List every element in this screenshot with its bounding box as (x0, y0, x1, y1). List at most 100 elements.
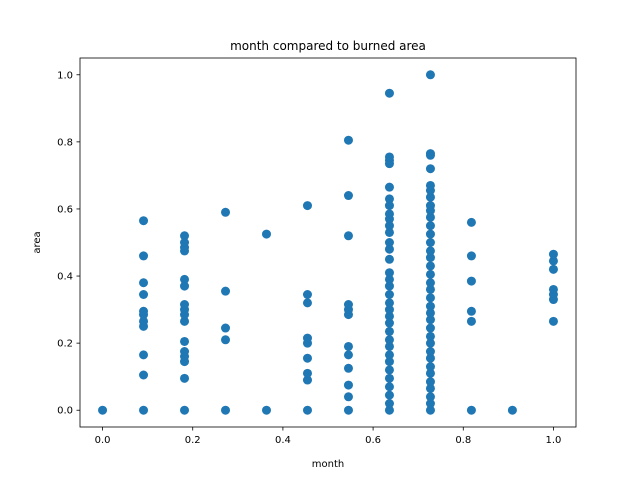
data-point (302, 333, 312, 343)
data-point (98, 405, 108, 415)
data-point (221, 286, 231, 296)
data-point (548, 256, 558, 266)
data-point (343, 380, 353, 390)
data-point (384, 201, 394, 211)
data-point (343, 350, 353, 360)
data-point (425, 347, 435, 357)
data-point (302, 353, 312, 363)
data-point (384, 268, 394, 278)
data-point (425, 212, 435, 222)
data-point (466, 306, 476, 316)
data-point (425, 293, 435, 303)
data-point (466, 405, 476, 415)
data-point (425, 246, 435, 256)
x-tick-label: 0.8 (455, 435, 471, 446)
x-tick-label: 0.2 (185, 435, 201, 446)
data-point (180, 373, 190, 383)
data-point (425, 399, 435, 409)
data-point (425, 301, 435, 311)
data-point (425, 368, 435, 378)
data-point (425, 315, 435, 325)
data-point (425, 149, 435, 159)
data-point (425, 377, 435, 387)
data-point (548, 249, 558, 259)
data-point (180, 347, 190, 357)
data-point (343, 363, 353, 373)
y-axis-ticks: 0.0 0.2 0.4 0.6 0.8 1.0 (57, 70, 80, 417)
data-point (384, 341, 394, 351)
x-tick-label: 0.4 (275, 435, 291, 446)
data-point (139, 316, 149, 326)
data-point (343, 300, 353, 310)
y-tick-label: 0.2 (57, 339, 73, 350)
data-point (384, 88, 394, 98)
data-point (384, 298, 394, 308)
data-point (425, 261, 435, 271)
data-point (343, 392, 353, 402)
y-tick-label: 0.0 (57, 406, 73, 417)
data-point (302, 298, 312, 308)
data-point (302, 201, 312, 211)
data-point (548, 264, 558, 274)
data-point (221, 323, 231, 333)
y-tick-label: 0.8 (57, 137, 73, 148)
data-points (98, 70, 558, 415)
data-point (262, 405, 271, 415)
data-point (384, 221, 394, 231)
data-point (139, 370, 149, 380)
data-point (221, 335, 231, 345)
data-point (466, 316, 476, 326)
data-point (425, 392, 435, 402)
data-point (139, 290, 149, 299)
data-point (180, 405, 190, 415)
data-point (425, 269, 435, 279)
data-point (384, 194, 394, 204)
data-point (425, 284, 435, 294)
data-point (384, 305, 394, 315)
data-point (425, 70, 435, 80)
data-point (384, 373, 394, 383)
data-point (425, 164, 435, 174)
data-point (180, 316, 190, 326)
data-point (384, 182, 394, 192)
data-point (262, 229, 271, 239)
data-point (343, 191, 353, 201)
data-point (425, 383, 435, 393)
data-point (548, 316, 558, 326)
data-point (384, 274, 394, 284)
data-point (425, 201, 435, 211)
data-point (425, 238, 435, 247)
data-point (180, 300, 190, 310)
data-point (507, 405, 517, 415)
data-point (302, 290, 312, 299)
data-point (384, 318, 394, 328)
x-tick-label: 0.0 (95, 435, 111, 446)
data-point (425, 221, 435, 231)
data-point (139, 251, 149, 261)
data-point (466, 251, 476, 261)
data-point (548, 284, 558, 294)
data-point (425, 229, 435, 239)
y-tick-label: 1.0 (57, 70, 73, 81)
plot-area-frame (79, 57, 577, 428)
data-point (384, 365, 394, 375)
data-point (221, 405, 231, 415)
data-point (180, 281, 190, 291)
data-point (425, 180, 435, 190)
data-point (384, 311, 394, 321)
data-point (384, 357, 394, 367)
data-point (384, 382, 394, 392)
data-point (139, 405, 149, 415)
data-point (425, 331, 435, 341)
data-point (384, 335, 394, 345)
data-point (139, 306, 149, 316)
y-tick-label: 0.4 (57, 272, 73, 283)
data-point (384, 227, 394, 237)
data-point (343, 135, 353, 145)
data-point (466, 217, 476, 227)
data-point (343, 231, 353, 241)
data-point (466, 276, 476, 286)
data-point (139, 216, 149, 226)
data-point (384, 405, 394, 415)
